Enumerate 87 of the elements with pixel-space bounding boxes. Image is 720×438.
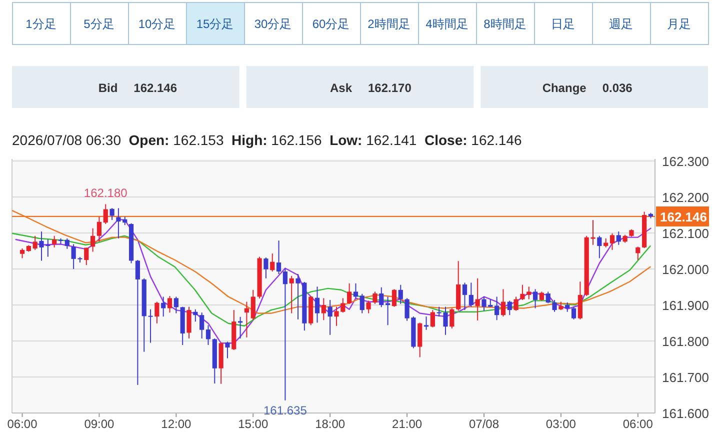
y-tick-label: 161.600 xyxy=(662,406,709,421)
candlestick xyxy=(462,282,468,311)
candlestick xyxy=(532,288,538,309)
x-tick-label: 18:00 xyxy=(315,417,346,431)
candlestick xyxy=(450,308,454,329)
quote-panel: Bid 162.146 Ask 162.170 Change 0.036 xyxy=(12,66,708,108)
candlestick xyxy=(360,293,364,314)
candlestick xyxy=(289,275,294,314)
candlestick xyxy=(494,296,500,321)
candlestick xyxy=(264,256,268,279)
candlestick xyxy=(507,300,512,316)
candlestick xyxy=(366,300,371,314)
candlestick xyxy=(372,291,378,304)
candlestick xyxy=(161,296,166,318)
candlestick xyxy=(597,235,602,259)
candlestick xyxy=(90,228,96,252)
candlestick xyxy=(514,296,518,312)
candlestick xyxy=(135,260,140,386)
candlestick xyxy=(475,278,480,321)
candlestick xyxy=(206,324,211,346)
candlestick xyxy=(276,240,282,275)
candlestick xyxy=(64,238,70,250)
timeframe-buttons: 1分足 5分足 10分足 15分足 30分足 60分足 2時間足 4時間足 8時間足 日足 週足 月足 xyxy=(12,2,709,45)
candlestick xyxy=(385,296,390,326)
candlestick xyxy=(148,308,153,344)
x-tick-label: 21:00 xyxy=(392,417,422,431)
candlestick xyxy=(565,302,570,312)
x-tick-label: 07/08 xyxy=(468,417,500,431)
candlestick xyxy=(468,282,474,308)
candlestick xyxy=(314,286,320,324)
ref-line-label: 162.146 xyxy=(660,209,707,224)
candlestick xyxy=(32,235,38,250)
y-tick-label: 162.000 xyxy=(662,262,709,277)
y-tick-label: 161.800 xyxy=(662,334,709,349)
candlestick xyxy=(200,312,204,339)
candlestick xyxy=(500,288,506,318)
x-tick-label: 09:00 xyxy=(84,417,115,431)
candlestick xyxy=(578,281,582,320)
candlestick xyxy=(347,282,352,304)
candlestick xyxy=(418,322,422,358)
candlestick xyxy=(398,284,403,304)
candlestick xyxy=(270,253,275,272)
candlestick xyxy=(238,316,243,339)
line-series xyxy=(15,218,652,344)
x-tick-label: 03:00 xyxy=(546,417,576,431)
candlestick xyxy=(103,204,108,224)
annotation: 162.180 xyxy=(84,186,128,200)
y-tick-label: 161.900 xyxy=(662,298,709,313)
candlestick xyxy=(321,298,326,321)
y-tick-label: 162.100 xyxy=(662,226,709,241)
chart-title: 2026/07/08 06:30 Open: 162.153 High: 162.156 Low: 162.141 Close: xyxy=(12,132,468,148)
candlestick xyxy=(154,301,160,324)
candlestick xyxy=(282,268,288,401)
line-series xyxy=(12,232,651,326)
x-tick-label: 15:00 xyxy=(238,417,268,431)
x-tick-label: 12:00 xyxy=(161,417,192,431)
candlestick xyxy=(193,308,198,322)
y-tick-label: 161.700 xyxy=(662,370,709,385)
candlestick xyxy=(167,296,172,314)
text: 162.146 xyxy=(467,132,522,148)
candlestick xyxy=(616,231,621,246)
candlestick xyxy=(250,289,256,321)
candlestick xyxy=(636,246,640,260)
x-tick-label: 06:00 xyxy=(622,417,654,431)
candlestick xyxy=(392,288,397,308)
y-tick-label: 162.300 xyxy=(662,154,709,169)
candlestick xyxy=(328,299,332,336)
x-tick-label: 06:00 xyxy=(7,417,38,431)
candlestick xyxy=(225,341,230,359)
candlestick xyxy=(52,235,57,248)
candlestick xyxy=(571,306,576,320)
candlestick xyxy=(186,306,192,339)
candlestick xyxy=(174,296,178,314)
candlestick xyxy=(552,299,557,312)
candlestick xyxy=(610,232,615,250)
candlestick xyxy=(84,247,89,266)
annotation: 161.635 xyxy=(263,403,308,418)
candlestick xyxy=(379,286,384,308)
candlestick xyxy=(110,208,114,221)
candlestick xyxy=(546,291,550,304)
candlestick xyxy=(430,310,435,328)
candlestick xyxy=(20,248,25,259)
y-tick-label: 162.200 xyxy=(662,190,709,205)
candlestick xyxy=(424,316,429,330)
candlestick xyxy=(96,216,102,242)
candlestick xyxy=(244,301,250,338)
candlestick xyxy=(353,282,358,299)
